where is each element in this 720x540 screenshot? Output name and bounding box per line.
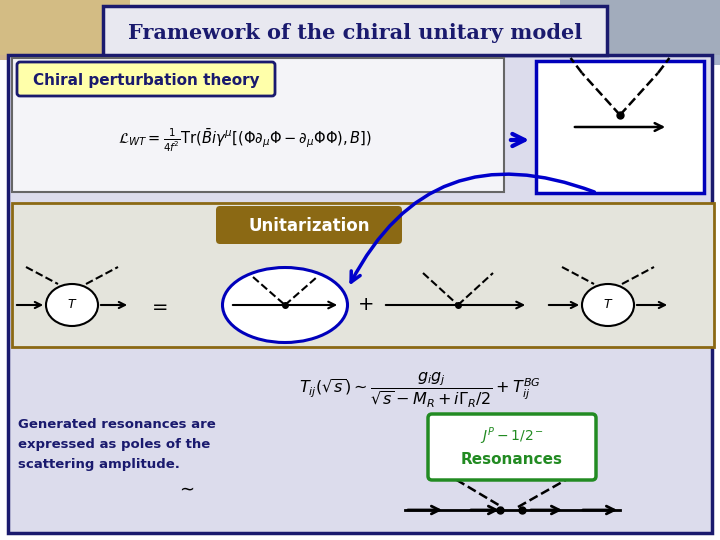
Text: Unitarization: Unitarization [248,217,370,235]
Text: $+$: $+$ [357,295,373,314]
Bar [8,55,712,533]
Bar [560,0,720,65]
Text: Framework of the chiral unitary model: Framework of the chiral unitary model [128,23,582,43]
Text: Resonances: Resonances [461,453,563,468]
Text: $T_{ij}(\sqrt{s}) \sim \dfrac{g_i g_j}{\sqrt{s} - M_R + i\Gamma_R/2} + T_{ij}^{B: $T_{ij}(\sqrt{s}) \sim \dfrac{g_i g_j}{\… [299,370,541,410]
Text: $=$: $=$ [148,295,168,314]
Text: Chiral perturbation theory: Chiral perturbation theory [32,72,259,87]
FancyBboxPatch shape [103,6,607,55]
Text: $\sim$: $\sim$ [176,479,194,497]
Text: $J^P - 1/2^-$: $J^P - 1/2^-$ [480,425,544,447]
FancyBboxPatch shape [216,206,402,244]
FancyBboxPatch shape [12,58,504,192]
Bar [0,0,130,60]
FancyBboxPatch shape [536,61,704,193]
Ellipse shape [46,284,98,326]
Ellipse shape [582,284,634,326]
Bar [0,0,720,55]
FancyBboxPatch shape [428,414,596,480]
Text: $T$: $T$ [67,299,77,312]
FancyBboxPatch shape [12,203,714,347]
FancyBboxPatch shape [17,62,275,96]
Ellipse shape [222,267,348,342]
Text: $T$: $T$ [603,299,613,312]
Text: $\mathcal{L}_{WT} = \frac{1}{4f^2}\mathrm{Tr}(\bar{B}i\gamma^{\mu}[(\Phi\partial: $\mathcal{L}_{WT} = \frac{1}{4f^2}\mathr… [118,126,372,153]
Text: Generated resonances are
expressed as poles of the
scattering amplitude.: Generated resonances are expressed as po… [18,418,216,471]
